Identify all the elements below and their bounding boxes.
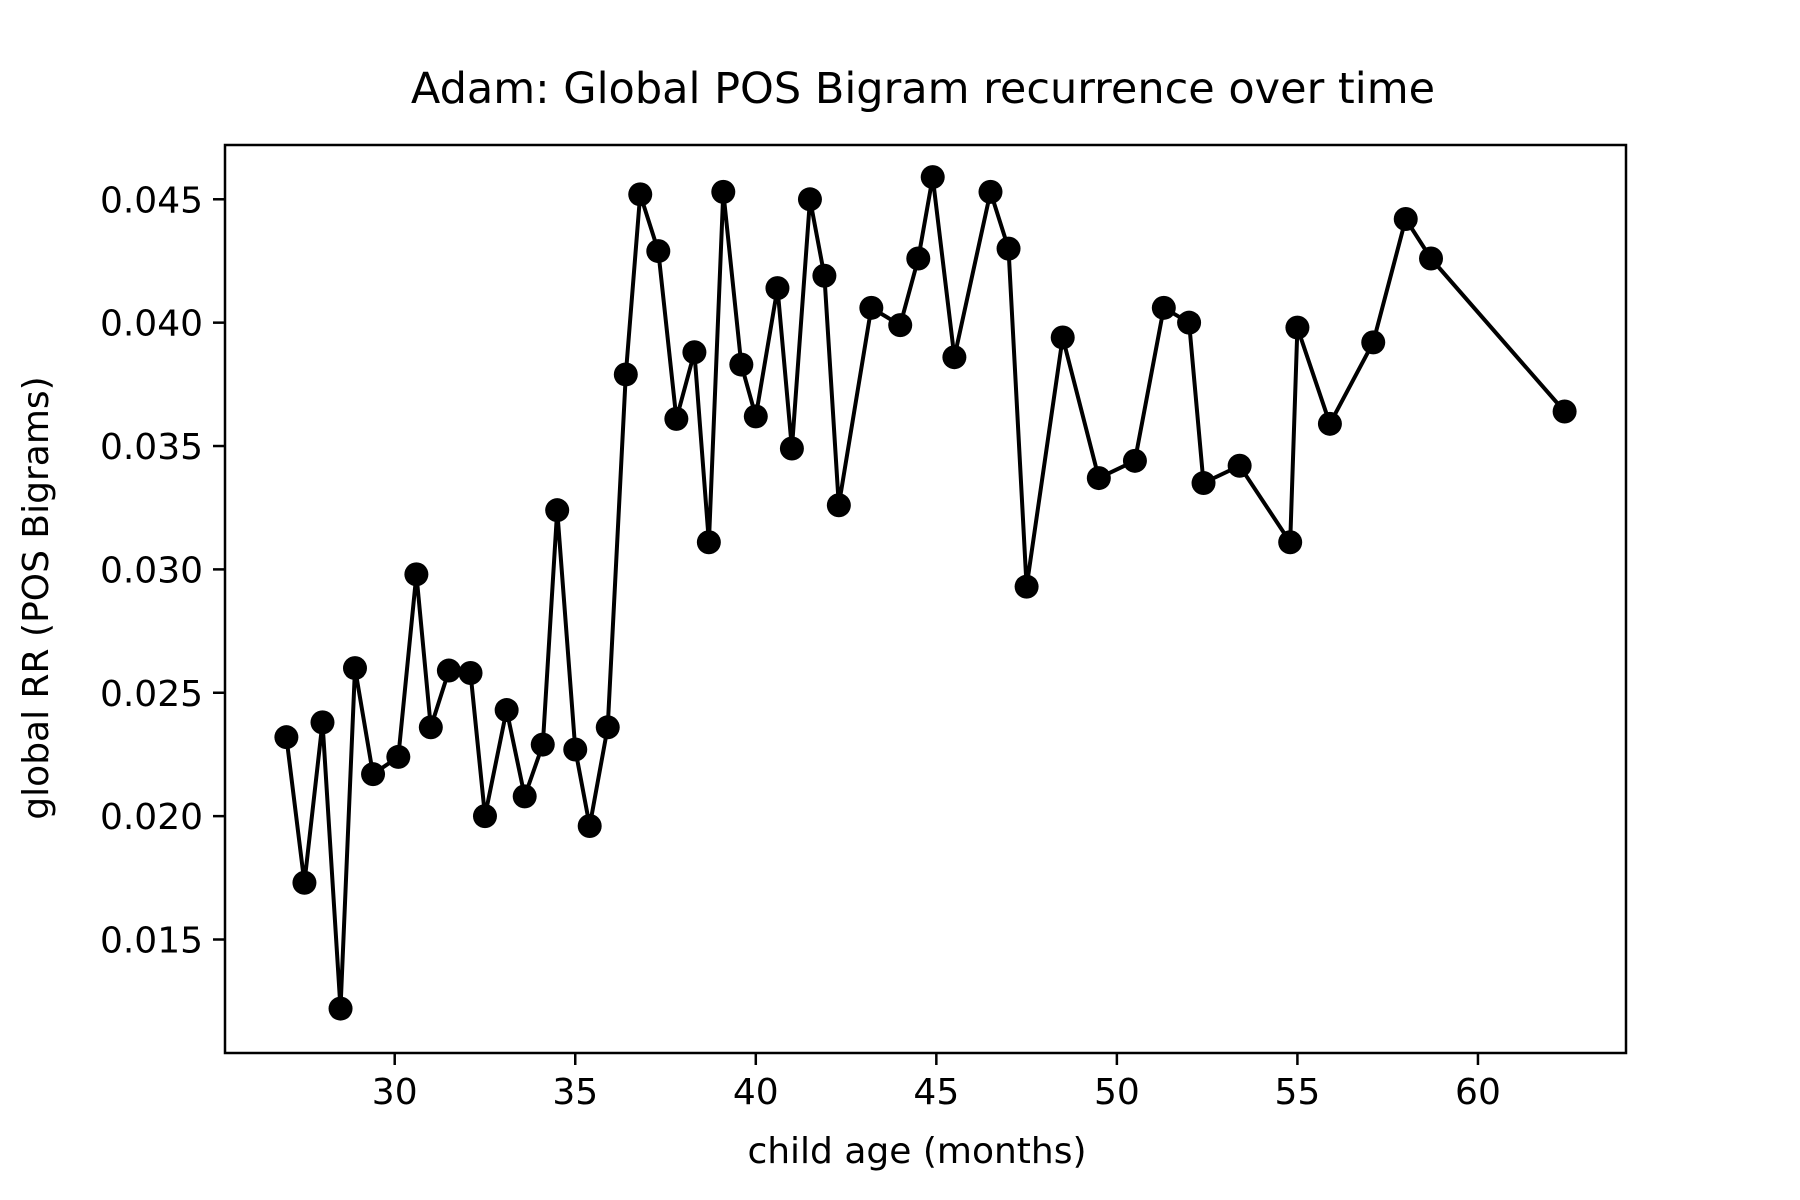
x-tick-label: 55 <box>1275 1072 1321 1113</box>
data-point <box>436 658 461 683</box>
y-axis-title: global RR (POS Bigrams) <box>16 376 57 819</box>
data-point <box>826 493 851 518</box>
data-point <box>404 562 429 587</box>
data-point <box>743 404 768 429</box>
data-point <box>595 715 620 740</box>
data-point <box>888 313 913 338</box>
data-point <box>545 498 570 523</box>
x-tick-label: 45 <box>913 1072 959 1113</box>
y-tick-label: 0.020 <box>100 797 203 838</box>
data-point <box>386 744 411 769</box>
data-point <box>310 710 335 735</box>
data-point <box>577 814 602 838</box>
y-tick-label: 0.040 <box>100 304 203 345</box>
data-point <box>696 530 721 555</box>
data-point <box>1317 411 1342 436</box>
y-tick-label: 0.035 <box>100 427 203 468</box>
data-point <box>418 715 443 740</box>
data-point <box>512 784 537 809</box>
data-point <box>996 236 1021 261</box>
data-point <box>1014 574 1039 599</box>
data-point <box>920 165 945 190</box>
x-tick-label: 35 <box>552 1072 598 1113</box>
data-point <box>1122 448 1147 473</box>
data-point <box>458 661 483 686</box>
data-point <box>1191 471 1216 496</box>
data-point <box>711 179 736 204</box>
data-point <box>978 179 1003 204</box>
data-point <box>292 870 317 895</box>
data-point <box>646 239 671 264</box>
x-tick-label: 50 <box>1094 1072 1140 1113</box>
data-point <box>942 345 967 370</box>
data-point <box>906 246 931 271</box>
data-point <box>1285 315 1310 340</box>
data-point <box>1278 530 1303 555</box>
data-point <box>1393 207 1418 232</box>
data-point <box>664 406 689 431</box>
y-tick-label: 0.045 <box>100 180 203 221</box>
data-point <box>812 263 837 288</box>
data-point <box>779 436 804 461</box>
data-point <box>1050 325 1075 350</box>
y-tick-label: 0.015 <box>100 921 203 962</box>
data-point <box>530 732 555 757</box>
data-point <box>1177 310 1202 335</box>
data-point <box>342 656 367 681</box>
x-axis-title: child age (months) <box>747 1131 1086 1172</box>
data-point <box>1361 330 1386 355</box>
data-point <box>859 295 884 320</box>
x-axis: 30 35 40 45 50 55 60 <box>372 1053 1501 1113</box>
data-point <box>328 996 353 1021</box>
data-point <box>797 187 822 212</box>
data-point <box>1552 399 1577 424</box>
data-point <box>563 737 588 762</box>
x-tick-label: 30 <box>372 1072 418 1113</box>
data-point <box>494 698 519 723</box>
y-tick-label: 0.025 <box>100 674 203 715</box>
data-point <box>682 340 707 365</box>
data-point <box>1151 295 1176 320</box>
data-point <box>1419 246 1444 271</box>
data-point <box>628 182 653 207</box>
plot-frame <box>223 143 1628 1055</box>
y-tick-label: 0.030 <box>100 550 203 591</box>
chart-title: Adam: Global POS Bigram recurrence over … <box>411 64 1435 114</box>
y-axis: 0.015 0.020 0.025 0.030 0.035 0.040 0.045 <box>100 180 225 962</box>
data-point <box>1227 453 1252 478</box>
data-point <box>765 276 790 301</box>
data-point <box>729 352 754 377</box>
data-point <box>361 762 386 787</box>
data-point <box>274 725 299 750</box>
x-tick-label: 60 <box>1455 1072 1501 1113</box>
data-point <box>613 362 638 387</box>
plot-area <box>274 165 1577 1021</box>
x-tick-label: 40 <box>733 1072 779 1113</box>
data-point <box>472 804 497 829</box>
data-point <box>1086 466 1111 491</box>
